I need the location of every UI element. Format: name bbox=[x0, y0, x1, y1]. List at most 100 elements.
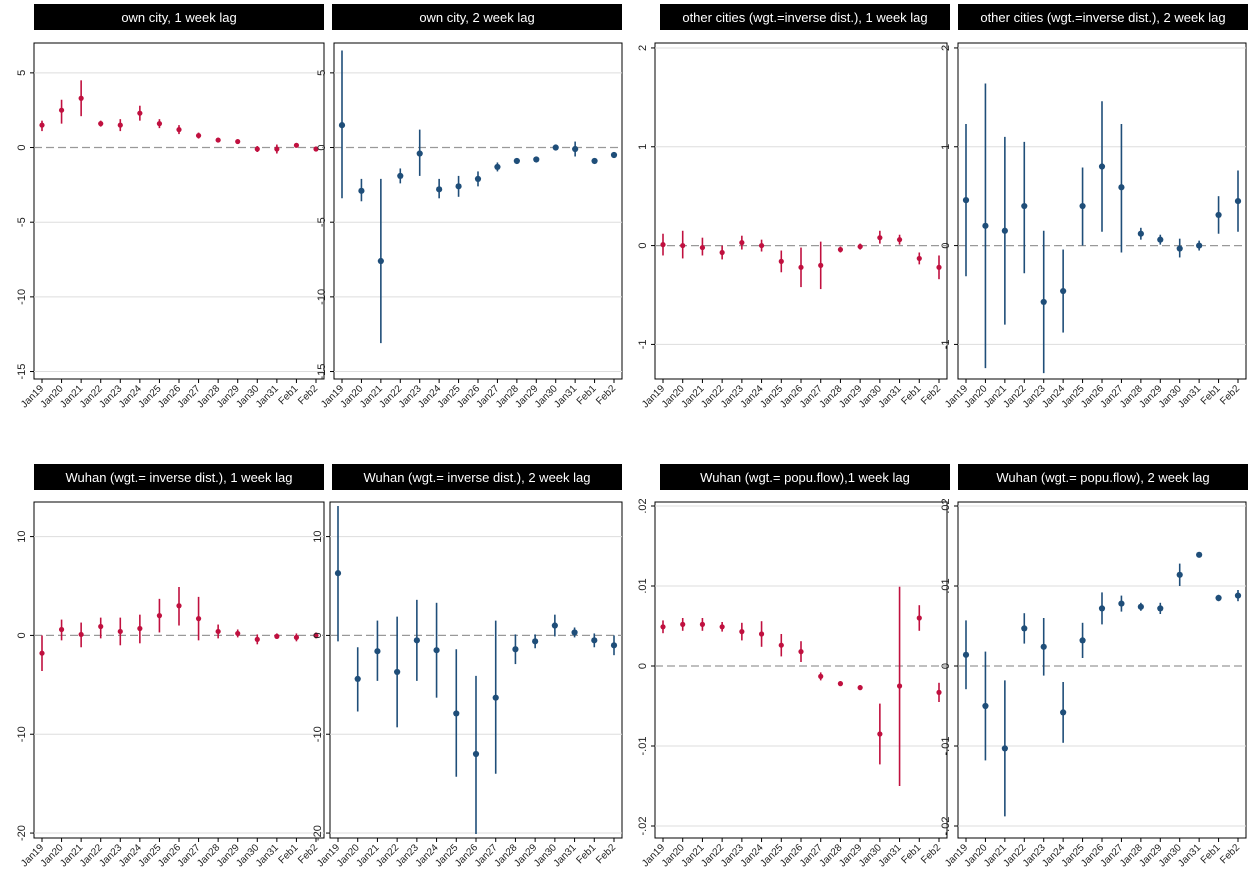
panel-2: own city, 2 week lag50-5-10-15Jan19Jan20… bbox=[316, 4, 623, 410]
point-estimate bbox=[416, 150, 423, 157]
point-estimate bbox=[394, 668, 401, 676]
point-estimate bbox=[334, 570, 342, 577]
x-tick-label: Jan31 bbox=[254, 383, 281, 410]
x-tick-label: Jan31 bbox=[877, 383, 904, 410]
point-estimate bbox=[1060, 709, 1067, 716]
point-estimate bbox=[374, 648, 381, 655]
point-estimate bbox=[1021, 625, 1028, 632]
point-estimate bbox=[39, 650, 45, 656]
plot-area bbox=[654, 42, 948, 380]
point-estimate bbox=[962, 197, 970, 204]
point-estimate bbox=[215, 137, 221, 143]
x-tick-label: Feb1 bbox=[900, 383, 924, 407]
point-estimate bbox=[739, 240, 745, 246]
point-estimate bbox=[610, 642, 618, 649]
point-estimate bbox=[98, 121, 104, 127]
x-tick-label: Feb1 bbox=[575, 383, 599, 407]
point-estimate bbox=[195, 616, 202, 622]
y-tick-label: 10 bbox=[16, 530, 28, 542]
y-tick-label: -20 bbox=[16, 825, 28, 841]
panel-title: Wuhan (wgt.= inverse dist.), 1 week lag bbox=[65, 470, 292, 485]
point-estimate bbox=[274, 146, 280, 152]
panel-1: own city, 1 week lag50-5-10-15Jan19Jan20… bbox=[16, 4, 325, 410]
point-estimate bbox=[1098, 163, 1106, 170]
x-tick-label: Feb2 bbox=[594, 383, 618, 407]
point-estimate bbox=[1079, 202, 1086, 210]
y-tick-label: 1 bbox=[637, 144, 649, 150]
point-estimate bbox=[472, 750, 480, 758]
y-tick-label: -.02 bbox=[637, 817, 649, 836]
point-estimate bbox=[1021, 202, 1028, 210]
x-tick-label: Jan31 bbox=[1176, 842, 1203, 869]
point-estimate bbox=[195, 132, 202, 139]
y-tick-label: -.01 bbox=[637, 737, 649, 756]
panel-title-bar bbox=[34, 4, 324, 30]
x-tick-label: Jan31 bbox=[254, 842, 281, 869]
point-estimate bbox=[254, 146, 260, 152]
point-estimate bbox=[274, 633, 280, 640]
point-estimate bbox=[962, 651, 970, 658]
point-estimate bbox=[719, 249, 725, 256]
point-estimate bbox=[1234, 198, 1242, 205]
y-tick-label: -15 bbox=[316, 364, 328, 380]
y-tick-label: -5 bbox=[16, 217, 28, 227]
y-tick-label: 0 bbox=[637, 243, 649, 249]
panel-title-bar bbox=[660, 464, 950, 490]
y-tick-label: 0 bbox=[940, 663, 952, 669]
point-estimate bbox=[117, 122, 123, 128]
y-tick-label: 5 bbox=[16, 70, 28, 76]
point-estimate bbox=[1157, 236, 1164, 243]
y-tick-label: -10 bbox=[312, 726, 324, 742]
panel-title-bar bbox=[958, 4, 1248, 30]
point-estimate bbox=[1196, 242, 1203, 249]
point-estimate bbox=[610, 151, 618, 159]
point-estimate bbox=[1098, 605, 1106, 612]
x-tick-label: Jan31 bbox=[877, 842, 904, 869]
point-estimate bbox=[778, 258, 784, 264]
x-tick-label: Feb1 bbox=[277, 842, 301, 866]
point-estimate bbox=[1196, 551, 1203, 558]
panel-title-bar bbox=[332, 4, 622, 30]
point-estimate bbox=[896, 683, 903, 689]
point-estimate bbox=[739, 629, 745, 635]
point-estimate bbox=[896, 237, 903, 243]
point-estimate bbox=[235, 630, 241, 637]
x-tick-label: Feb1 bbox=[900, 842, 924, 866]
point-estimate bbox=[1001, 745, 1008, 752]
point-estimate bbox=[1079, 637, 1086, 644]
point-estimate bbox=[39, 122, 45, 128]
point-estimate bbox=[512, 646, 519, 653]
point-estimate bbox=[533, 156, 540, 163]
point-estimate bbox=[936, 264, 942, 270]
point-estimate bbox=[699, 244, 706, 251]
y-tick-label: -20 bbox=[312, 825, 324, 841]
point-estimate bbox=[818, 673, 824, 680]
point-estimate bbox=[235, 138, 241, 145]
panel-title-bar bbox=[958, 464, 1248, 490]
point-estimate bbox=[98, 623, 104, 630]
point-estimate bbox=[1234, 592, 1242, 599]
point-estimate bbox=[436, 186, 443, 193]
point-estimate bbox=[78, 631, 84, 638]
y-tick-label: 10 bbox=[312, 530, 324, 542]
y-tick-label: 0 bbox=[312, 632, 324, 638]
point-estimate bbox=[293, 634, 300, 640]
point-estimate bbox=[358, 187, 365, 194]
panel-title: other cities (wgt.=inverse dist.), 2 wee… bbox=[980, 10, 1225, 25]
y-tick-label: 5 bbox=[316, 70, 328, 76]
point-estimate bbox=[982, 222, 989, 229]
point-estimate bbox=[453, 710, 460, 717]
panel-title-bar bbox=[660, 4, 950, 30]
point-estimate bbox=[1060, 287, 1067, 295]
panel-title: Wuhan (wgt.= popu.flow), 2 week lag bbox=[996, 470, 1209, 485]
point-estimate bbox=[798, 264, 804, 270]
panel-title-bar bbox=[34, 464, 324, 490]
point-estimate bbox=[982, 702, 989, 710]
point-estimate bbox=[354, 675, 361, 682]
plot-area bbox=[33, 501, 325, 839]
point-estimate bbox=[572, 145, 579, 153]
point-estimate bbox=[680, 621, 686, 628]
plot-area bbox=[654, 501, 948, 839]
point-estimate bbox=[1157, 605, 1164, 612]
